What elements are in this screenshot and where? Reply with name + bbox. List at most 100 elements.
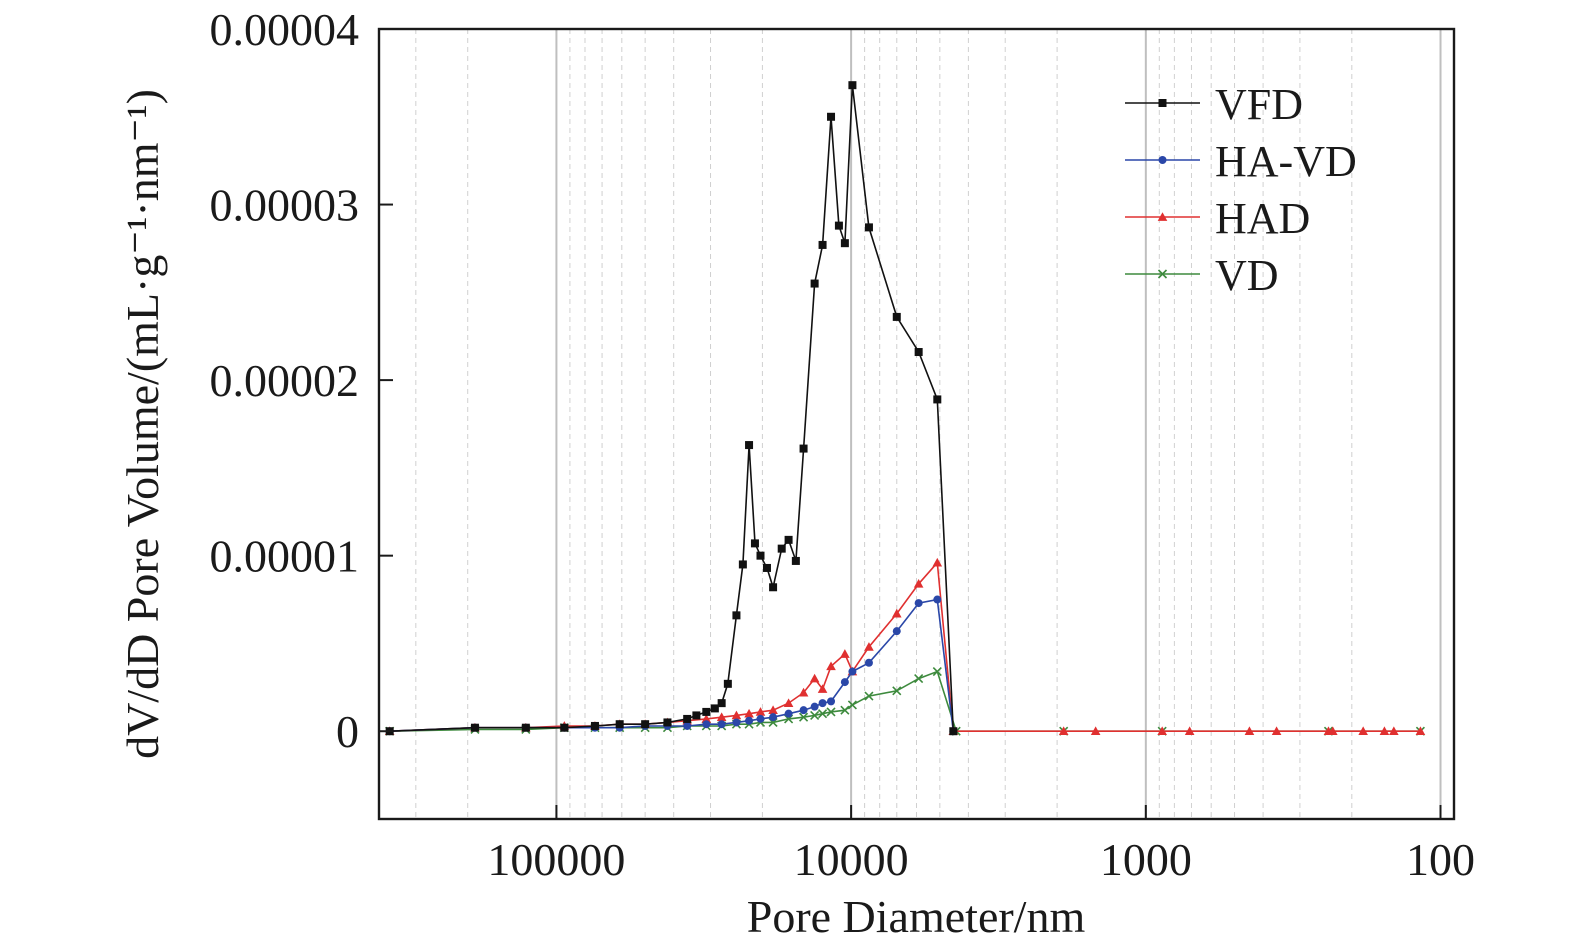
y-tick-label: 0.00001 bbox=[210, 531, 360, 582]
data-point bbox=[826, 661, 836, 671]
data-point bbox=[834, 221, 843, 230]
grid-lines bbox=[415, 29, 1442, 819]
data-point bbox=[818, 699, 827, 708]
data-point bbox=[840, 705, 850, 715]
legend-label: VFD bbox=[1215, 80, 1303, 129]
data-point bbox=[864, 691, 874, 701]
x-tick-label: 100 bbox=[1406, 834, 1475, 885]
legend-label: HA-VD bbox=[1215, 137, 1357, 186]
data-point bbox=[1157, 212, 1168, 221]
data-point bbox=[1158, 99, 1167, 107]
x-axis: 100000 10000 1000 100 bbox=[487, 805, 1475, 885]
data-point bbox=[731, 710, 742, 720]
legend-item: VD bbox=[1125, 251, 1279, 300]
data-point bbox=[864, 642, 874, 651]
data-point bbox=[827, 697, 836, 706]
x-axis-title: Pore Diameter/nm bbox=[747, 891, 1086, 942]
data-point bbox=[521, 723, 530, 732]
data-point bbox=[663, 718, 672, 727]
legend-item: HAD bbox=[1125, 194, 1310, 243]
series-line bbox=[389, 670, 1421, 733]
data-point bbox=[1379, 726, 1390, 736]
data-point bbox=[683, 714, 692, 723]
data-point bbox=[641, 720, 650, 729]
data-point bbox=[717, 699, 726, 708]
data-point bbox=[864, 223, 873, 232]
series-had bbox=[384, 557, 1426, 736]
data-point bbox=[914, 348, 923, 357]
data-point bbox=[847, 700, 857, 710]
data-point bbox=[840, 678, 849, 687]
data-point bbox=[1158, 156, 1167, 164]
series-ha-vd bbox=[385, 595, 958, 736]
data-point bbox=[710, 704, 719, 713]
data-point bbox=[590, 721, 599, 730]
data-point bbox=[769, 713, 778, 722]
data-point bbox=[1157, 269, 1168, 279]
data-point bbox=[799, 444, 808, 453]
legend: VFD HA-VD HAD VD bbox=[1125, 80, 1357, 300]
data-point bbox=[892, 686, 902, 696]
data-point bbox=[769, 583, 778, 592]
data-point bbox=[1358, 726, 1368, 736]
data-point bbox=[840, 649, 850, 658]
data-point bbox=[799, 706, 808, 715]
data-point bbox=[1415, 726, 1426, 736]
data-point bbox=[1157, 726, 1167, 736]
data-point bbox=[750, 539, 759, 548]
data-point bbox=[809, 673, 820, 683]
data-point bbox=[914, 599, 923, 608]
data-point bbox=[826, 707, 836, 717]
data-point bbox=[1244, 726, 1255, 736]
data-point bbox=[892, 312, 901, 321]
x-tick-label: 10000 bbox=[794, 834, 909, 885]
data-point bbox=[798, 687, 809, 697]
data-point bbox=[755, 707, 766, 716]
data-point bbox=[1184, 726, 1195, 736]
data-point bbox=[702, 720, 711, 729]
data-point bbox=[762, 563, 771, 572]
data-point bbox=[784, 709, 793, 718]
data-point bbox=[933, 395, 942, 404]
data-point bbox=[702, 707, 711, 716]
y-tick-label: 0 bbox=[336, 706, 359, 757]
data-point bbox=[560, 723, 569, 732]
series-layer bbox=[384, 81, 1426, 736]
legend-label: HAD bbox=[1215, 194, 1310, 243]
y-axis: 0 0.00001 0.00002 0.00003 0.00004 bbox=[210, 4, 393, 757]
data-point bbox=[723, 679, 732, 688]
data-point bbox=[799, 712, 809, 722]
data-point bbox=[744, 708, 754, 718]
data-point bbox=[818, 240, 827, 249]
data-point bbox=[932, 666, 942, 677]
data-point bbox=[768, 705, 778, 714]
data-point bbox=[817, 709, 828, 719]
series-line bbox=[389, 85, 955, 732]
y-tick-label: 0.00004 bbox=[210, 4, 360, 55]
x-tick-label: 1000 bbox=[1100, 834, 1192, 885]
data-point bbox=[745, 441, 754, 450]
data-point bbox=[848, 667, 857, 676]
data-point bbox=[1090, 726, 1101, 736]
data-point bbox=[891, 608, 902, 618]
data-point bbox=[810, 279, 819, 288]
data-point bbox=[732, 718, 741, 727]
data-point bbox=[717, 720, 726, 729]
data-point bbox=[817, 684, 828, 693]
data-point bbox=[470, 723, 479, 732]
data-point bbox=[756, 714, 765, 723]
y-axis-title: dV/dD Pore Volume/(mL·g⁻¹·nm⁻¹) bbox=[117, 89, 168, 759]
data-point bbox=[933, 595, 942, 604]
x-tick-label: 100000 bbox=[487, 834, 625, 885]
data-point bbox=[892, 627, 901, 636]
legend-item: VFD bbox=[1125, 80, 1303, 129]
data-point bbox=[683, 721, 692, 730]
legend-label: VD bbox=[1215, 251, 1279, 300]
data-point bbox=[848, 81, 857, 90]
data-point bbox=[738, 560, 747, 569]
data-point bbox=[949, 727, 958, 736]
data-point bbox=[932, 557, 943, 567]
data-point bbox=[914, 673, 924, 684]
data-point bbox=[791, 556, 800, 565]
